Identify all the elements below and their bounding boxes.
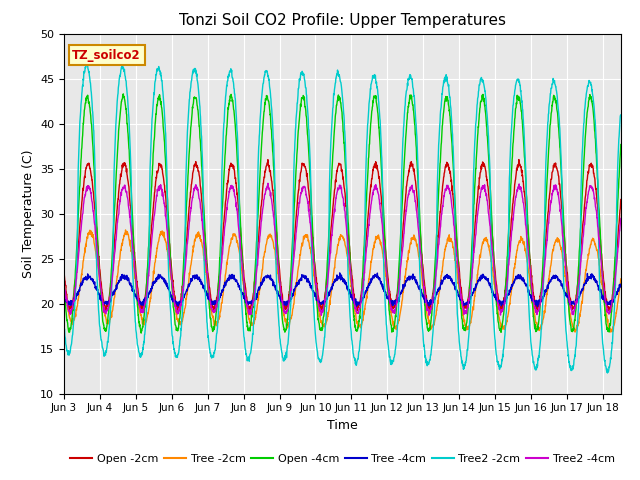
Tree -2cm <box>331 259 339 265</box>
Title: Tonzi Soil CO2 Profile: Upper Temperatures: Tonzi Soil CO2 Profile: Upper Temperatur… <box>179 13 506 28</box>
Tree -2cm <box>499 324 506 330</box>
Tree -4cm <box>331 279 339 285</box>
Line: Tree2 -2cm: Tree2 -2cm <box>64 63 621 373</box>
Open -2cm <box>515 156 523 162</box>
Open -2cm <box>88 180 96 186</box>
Tree -4cm <box>88 276 96 282</box>
Tree -2cm <box>602 307 609 313</box>
Tree2 -4cm <box>88 201 96 207</box>
Tree2 -4cm <box>264 180 272 186</box>
Line: Tree2 -4cm: Tree2 -4cm <box>64 183 621 315</box>
Tree -4cm <box>601 296 609 302</box>
Tree -4cm <box>60 294 68 300</box>
Tree2 -2cm <box>60 323 68 328</box>
Text: TZ_soilco2: TZ_soilco2 <box>72 49 141 62</box>
Tree2 -2cm <box>617 112 625 118</box>
Tree2 -4cm <box>331 203 339 208</box>
Tree -2cm <box>60 280 68 286</box>
Open -2cm <box>601 291 609 297</box>
Tree -2cm <box>122 227 129 233</box>
Open -4cm <box>602 313 609 319</box>
Tree2 -4cm <box>60 277 68 283</box>
Open -4cm <box>617 142 625 147</box>
Open -2cm <box>499 303 506 309</box>
Tree2 -4cm <box>499 306 507 312</box>
Tree2 -4cm <box>617 216 625 221</box>
Tree2 -2cm <box>83 60 90 66</box>
Tree -2cm <box>572 329 579 335</box>
Tree2 -2cm <box>89 109 97 115</box>
Tree -4cm <box>534 304 541 310</box>
Tree2 -2cm <box>601 358 609 363</box>
Tree -4cm <box>617 284 625 289</box>
Open -4cm <box>317 326 324 332</box>
Open -4cm <box>60 277 68 283</box>
Open -2cm <box>102 309 110 314</box>
Open -2cm <box>602 289 609 295</box>
Line: Tree -2cm: Tree -2cm <box>64 230 621 332</box>
Tree -2cm <box>601 303 609 309</box>
Tree -2cm <box>617 276 625 282</box>
Tree2 -2cm <box>604 370 611 376</box>
Tree -2cm <box>88 234 96 240</box>
Y-axis label: Soil Temperature (C): Soil Temperature (C) <box>22 149 35 278</box>
Open -4cm <box>601 309 609 315</box>
Open -4cm <box>332 113 339 119</box>
Open -2cm <box>60 266 68 272</box>
Line: Open -2cm: Open -2cm <box>64 159 621 312</box>
Open -4cm <box>120 91 127 97</box>
Line: Tree -4cm: Tree -4cm <box>64 273 621 307</box>
Tree -4cm <box>316 300 324 306</box>
Line: Open -4cm: Open -4cm <box>64 94 621 333</box>
Open -4cm <box>499 317 507 323</box>
Open -4cm <box>88 137 96 143</box>
Tree -4cm <box>499 301 506 307</box>
Tree2 -2cm <box>331 82 339 88</box>
Tree2 -4cm <box>601 296 609 302</box>
Tree -4cm <box>336 270 344 276</box>
Open -4cm <box>138 330 145 336</box>
Tree2 -4cm <box>425 312 433 318</box>
Tree2 -2cm <box>499 351 506 357</box>
Tree2 -2cm <box>601 358 609 364</box>
Open -2cm <box>331 186 339 192</box>
Legend: Open -2cm, Tree -2cm, Open -4cm, Tree -4cm, Tree2 -2cm, Tree2 -4cm: Open -2cm, Tree -2cm, Open -4cm, Tree -4… <box>66 450 619 468</box>
Tree -2cm <box>316 315 324 321</box>
Tree2 -4cm <box>316 307 324 312</box>
Open -2cm <box>316 302 324 308</box>
Tree2 -2cm <box>316 359 324 364</box>
Open -2cm <box>617 197 625 203</box>
Tree2 -4cm <box>602 297 609 303</box>
X-axis label: Time: Time <box>327 419 358 432</box>
Tree -4cm <box>602 300 609 306</box>
